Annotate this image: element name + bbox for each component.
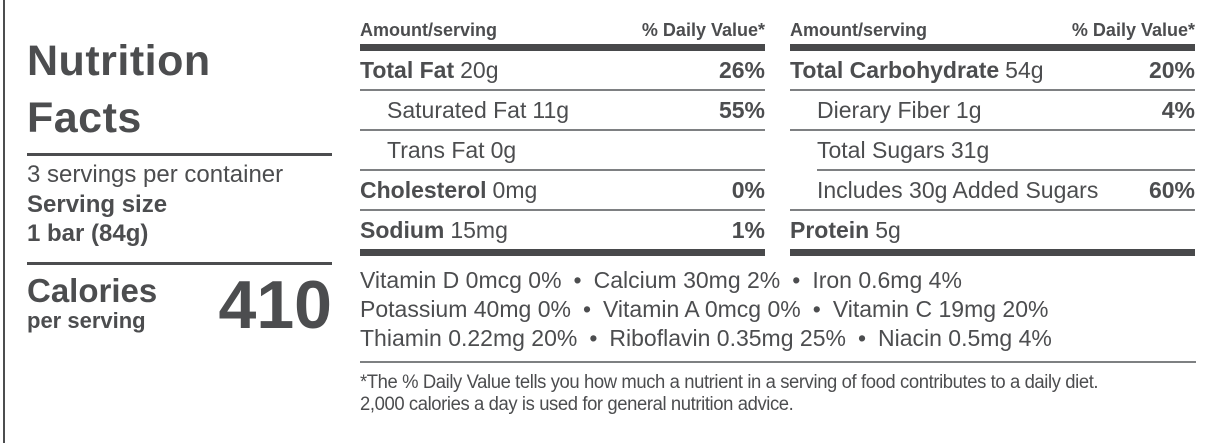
- header-thick-bar: [360, 44, 765, 51]
- calories-label: Calories: [27, 272, 158, 309]
- nutrient-dv: 20%: [1148, 56, 1195, 83]
- micronutrient-item: Calcium 30mg 2%: [593, 267, 781, 293]
- micronutrient-item: Vitamin C 19mg 20%: [832, 296, 1049, 322]
- nutrient-dv: 55%: [718, 96, 765, 123]
- nutrient-row-cholesterol: Cholesterol 0mg 0%: [360, 171, 765, 209]
- micronutrient-item: Vitamin A 0mcg 0%: [603, 296, 801, 322]
- nutrient-name: Includes 30g Added Sugars: [817, 176, 1099, 203]
- row-divider-indented: [817, 169, 1195, 171]
- daily-value-header: % Daily Value*: [641, 20, 765, 40]
- column-bottom-bar: [360, 249, 765, 256]
- nutrient-amount: 11g: [532, 96, 570, 123]
- nutrient-dv: 0%: [731, 176, 765, 203]
- micronutrient-line: Potassium 40mg 0% • Vitamin A 0mcg 0% • Vita…: [360, 295, 1196, 324]
- nutrient-amount: 20g: [460, 56, 499, 83]
- micronutrient-item: Iron 0.6mg 4%: [812, 267, 962, 293]
- serving-size-block: Serving size 1 bar (84g): [27, 190, 167, 248]
- label-left-border: [3, 0, 5, 443]
- nutrient-name: Total Sugars: [817, 136, 945, 163]
- column-header: Amount/serving % Daily Value*: [360, 20, 765, 44]
- row-divider: [360, 89, 765, 91]
- amount-serving-header: Amount/serving: [360, 20, 498, 40]
- header-thick-bar: [790, 44, 1195, 51]
- nutrient-row-total-carbohydrate: Total Carbohydrate 54g 20%: [790, 51, 1195, 89]
- nutrients-column-right: Amount/serving % Daily Value* Total Carb…: [790, 20, 1195, 256]
- nutrient-amount: 0mg: [492, 176, 538, 203]
- serving-size-value: 1 bar (84g): [27, 220, 149, 247]
- bullet-separator: •: [857, 325, 866, 351]
- nutrient-row-protein: Protein 5g: [790, 211, 1195, 249]
- micronutrient-line: Vitamin D 0mcg 0% • Calcium 30mg 2% • Iron 0…: [360, 266, 1196, 295]
- micronutrient-item: Thiamin 0.22mg 20%: [360, 325, 578, 351]
- nutrients-column-left: Amount/serving % Daily Value* Total Fat 2…: [360, 20, 765, 256]
- nutrient-row-dietary-fiber: Dierary Fiber 1g 4%: [790, 91, 1195, 129]
- daily-value-header: % Daily Value*: [1071, 20, 1195, 40]
- nutrient-name: Dierary Fiber: [817, 96, 950, 123]
- footnote-line2: 2,000 calories a day is used for general…: [360, 393, 794, 415]
- footnote: *The % Daily Value tells you how much a …: [360, 372, 1194, 415]
- nutrient-row-total-sugars: Total Sugars 31g: [790, 131, 1195, 169]
- amount-serving-header: Amount/serving: [790, 20, 928, 40]
- bullet-separator: •: [589, 325, 598, 351]
- nutrient-amount: 1g: [955, 96, 982, 123]
- nutrient-name: Total Carbohydrate: [790, 56, 1000, 83]
- serving-divider: [27, 262, 332, 265]
- calories-sublabel: per serving: [27, 308, 146, 333]
- micronutrients-section: Vitamin D 0mcg 0% • Calcium 30mg 2% • Iron 0…: [360, 266, 1196, 353]
- row-divider: [360, 129, 765, 131]
- nutrient-row-sodium: Sodium 15mg 1%: [360, 211, 765, 249]
- nutrient-row-trans-fat: Trans Fat 0g: [360, 131, 765, 169]
- label-title-line1: Nutrition: [27, 37, 211, 85]
- column-header: Amount/serving % Daily Value*: [790, 20, 1195, 44]
- nutrient-dv: 4%: [1161, 96, 1195, 123]
- nutrient-name: Cholesterol: [360, 176, 487, 203]
- nutrient-amount: 0g: [490, 136, 517, 163]
- micronutrient-item: Potassium 40mg 0%: [360, 296, 571, 322]
- row-divider: [360, 209, 765, 211]
- row-divider: [790, 89, 1195, 91]
- nutrient-name: Sodium: [360, 216, 445, 243]
- row-divider: [790, 129, 1195, 131]
- bullet-separator: •: [582, 296, 591, 322]
- nutrient-amount: 31g: [950, 136, 990, 163]
- label-title: Nutrition Facts: [27, 33, 211, 147]
- nutrient-name: Total Fat: [360, 56, 455, 83]
- calories-value: 410: [218, 267, 332, 343]
- nutrient-dv: 26%: [718, 56, 765, 83]
- micronutrient-item: Vitamin D 0mcg 0%: [360, 267, 562, 293]
- nutrient-row-total-fat: Total Fat 20g 26%: [360, 51, 765, 89]
- footnote-divider: [360, 361, 1196, 363]
- nutrient-row-saturated-fat: Saturated Fat 11g 55%: [360, 91, 765, 129]
- nutrient-dv: 1%: [731, 216, 765, 243]
- calories-block: Calories per serving 410: [27, 271, 332, 339]
- nutrient-name: Saturated Fat: [387, 96, 527, 123]
- nutrient-amount: 5g: [875, 216, 901, 243]
- footnote-line1: *The % Daily Value tells you how much a …: [360, 372, 1099, 393]
- title-divider: [27, 153, 332, 156]
- nutrient-row-added-sugars: Includes 30g Added Sugars 60%: [790, 171, 1195, 209]
- bullet-separator: •: [573, 267, 582, 293]
- row-divider: [790, 209, 1195, 211]
- column-bottom-bar: [790, 249, 1195, 256]
- micronutrient-item: Riboflavin 0.35mg 25%: [609, 325, 846, 351]
- servings-per-container: 3 servings per container: [27, 161, 284, 188]
- nutrient-name: Trans Fat: [387, 136, 485, 163]
- nutrient-amount: 54g: [1005, 56, 1044, 83]
- micronutrient-item: Niacin 0.5mg 4%: [878, 325, 1052, 351]
- micronutrient-line: Thiamin 0.22mg 20% • Riboflavin 0.35mg 25%…: [360, 324, 1196, 353]
- nutrient-dv: 60%: [1148, 176, 1195, 203]
- nutrient-name: Protein: [790, 216, 870, 243]
- serving-size-label: Serving size: [27, 191, 168, 218]
- nutrient-amount: 15mg: [450, 216, 508, 243]
- row-divider: [360, 169, 765, 171]
- bullet-separator: •: [792, 267, 801, 293]
- bullet-separator: •: [812, 296, 821, 322]
- label-title-line2: Facts: [27, 94, 142, 142]
